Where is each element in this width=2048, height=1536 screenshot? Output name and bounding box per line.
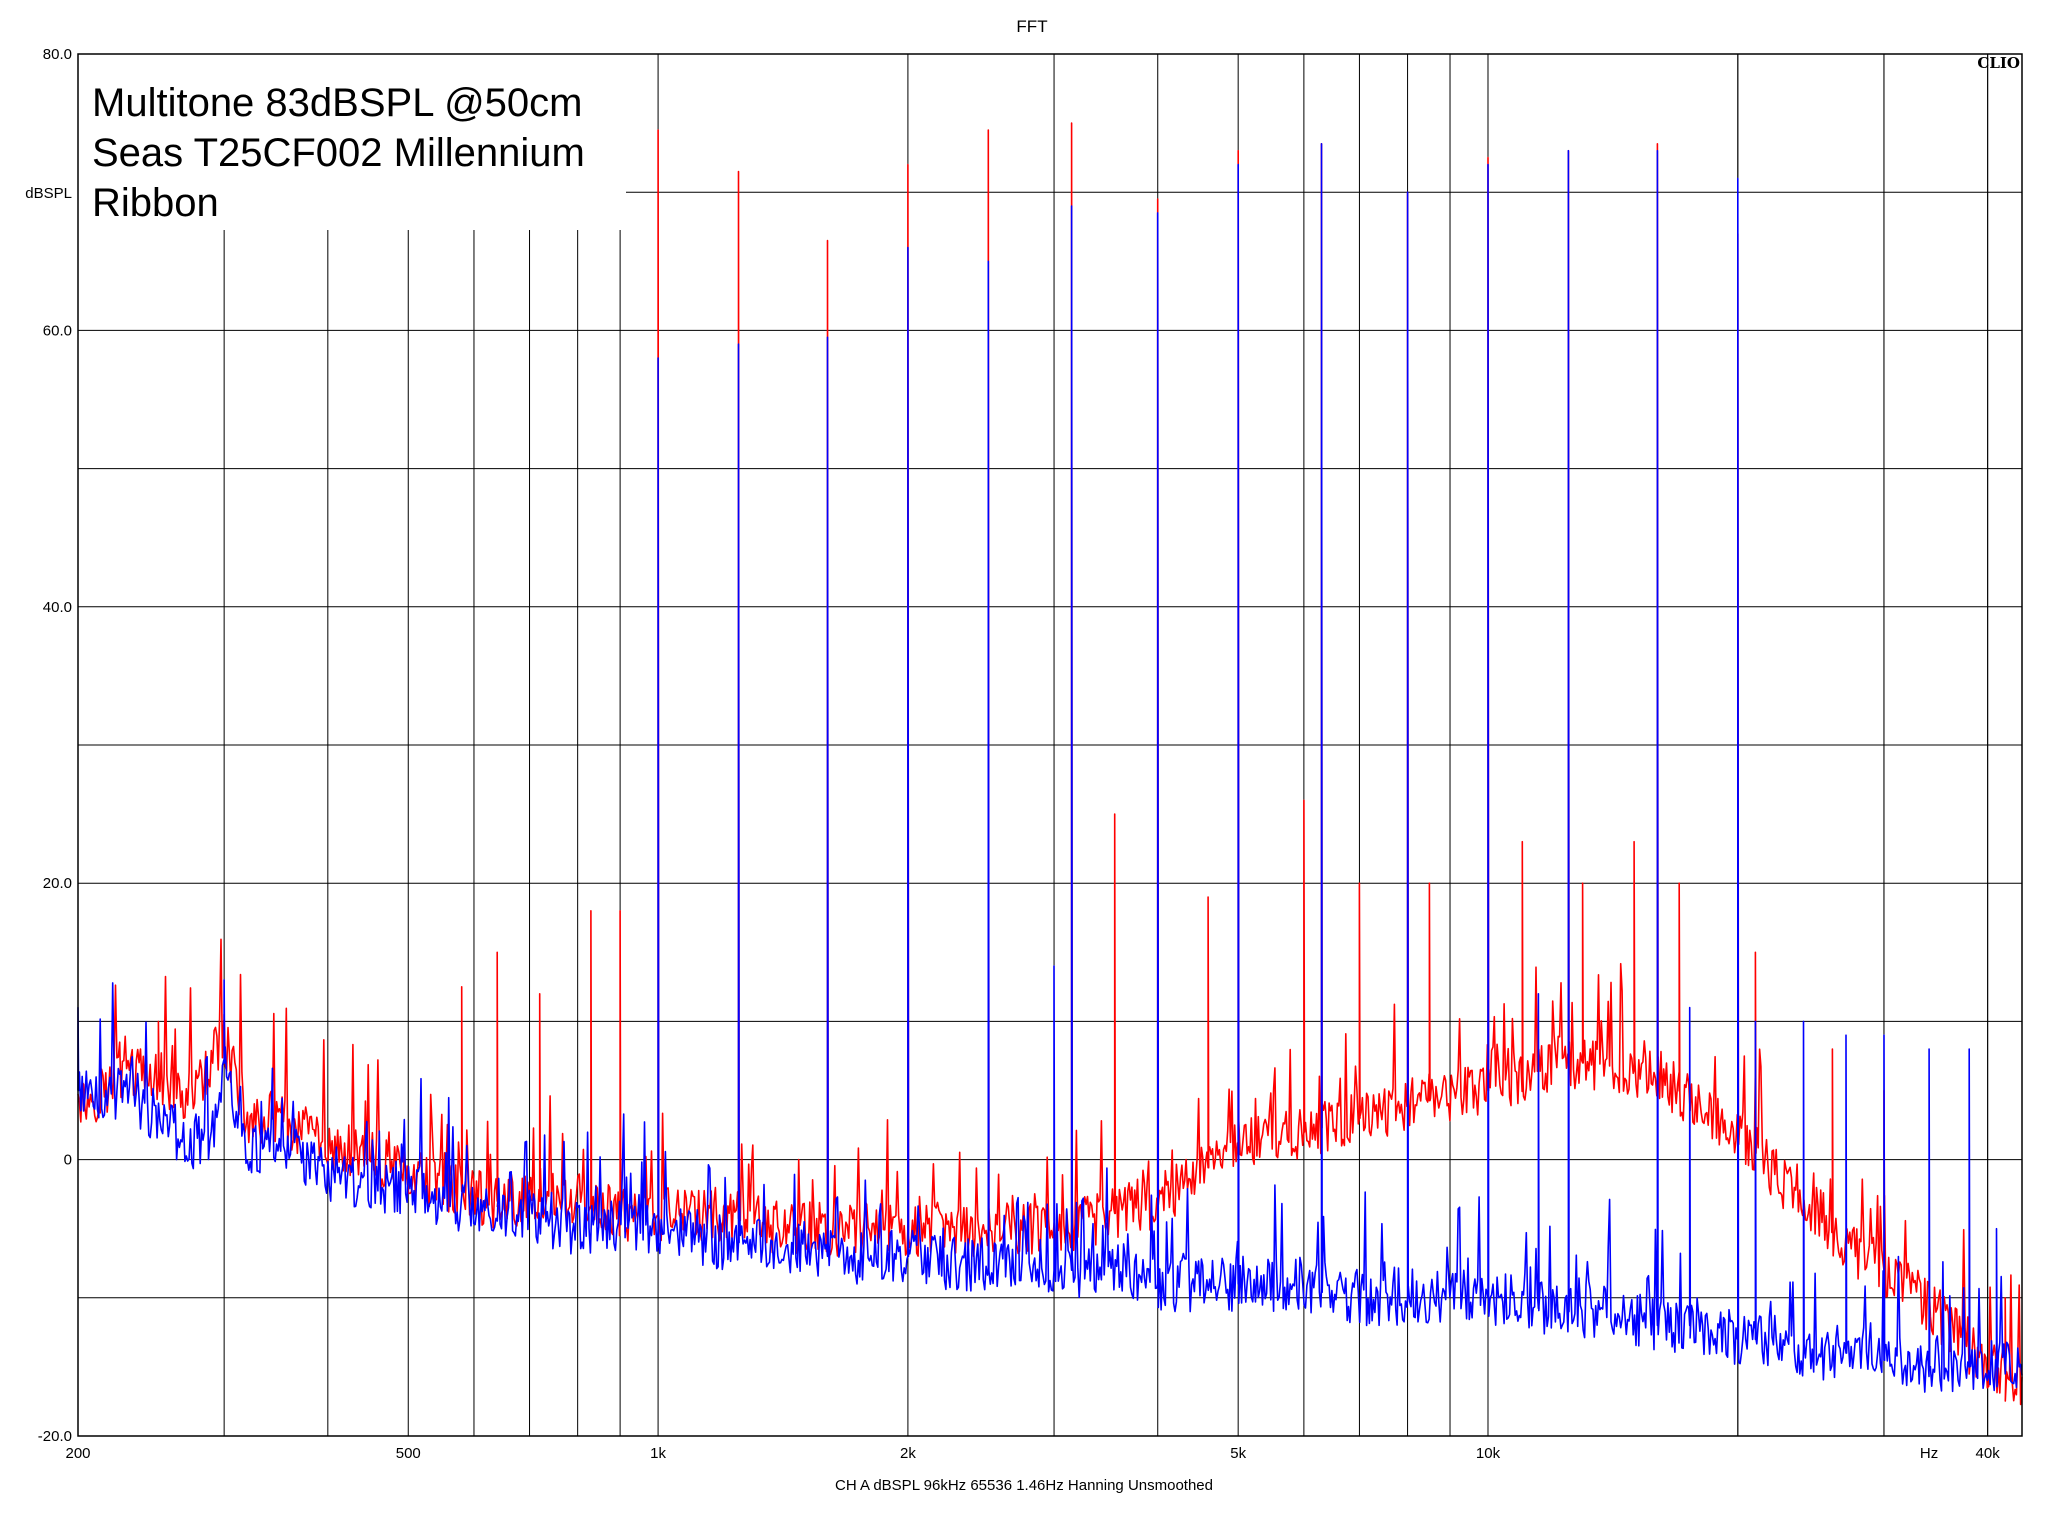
y-tick-label: 0 bbox=[64, 1152, 72, 1169]
series-line-ribbon bbox=[77, 143, 2023, 1393]
tick-labels: 200 500 1k 2k 5k 10k Hz 40k 80.0 60.0 40.0 20.0 0 -20… bbox=[38, 46, 2000, 1462]
chart-footer: CH A dBSPL 96kHz 65536 1.46Hz Hanning Un… bbox=[835, 1477, 1213, 1494]
y-tick-label: 60.0 bbox=[43, 322, 72, 339]
x-tick-label: 10k bbox=[1476, 1445, 1501, 1462]
x-tick-label: 40k bbox=[1976, 1445, 2001, 1462]
x-tick-label: 2k bbox=[900, 1445, 916, 1462]
plot-frame bbox=[77, 53, 2023, 1437]
y-tick-label: 80.0 bbox=[43, 46, 72, 63]
x-tick-label: 1k bbox=[650, 1445, 666, 1462]
legend-background bbox=[78, 54, 626, 230]
legend-line-ribbon: Ribbon bbox=[92, 181, 219, 225]
y-axis-label: dBSPL bbox=[25, 185, 72, 202]
legend-line-title: Multitone 83dBSPL @50cm bbox=[92, 81, 583, 125]
x-tick-label: 5k bbox=[1230, 1445, 1246, 1462]
y-tick-label: 40.0 bbox=[43, 599, 72, 616]
chart-title: FFT bbox=[1016, 17, 1047, 36]
y-tick-label: 20.0 bbox=[43, 875, 72, 892]
x-tick-label: Hz bbox=[1920, 1445, 1938, 1462]
series-layer bbox=[77, 122, 2023, 1406]
x-tick-label: 500 bbox=[396, 1445, 421, 1462]
brand-label: CLIO bbox=[1977, 54, 2020, 72]
legend-line-seas: Seas T25CF002 Millennium bbox=[92, 131, 585, 175]
y-tick-label: -20.0 bbox=[38, 1428, 72, 1445]
x-tick-label: 200 bbox=[65, 1445, 90, 1462]
